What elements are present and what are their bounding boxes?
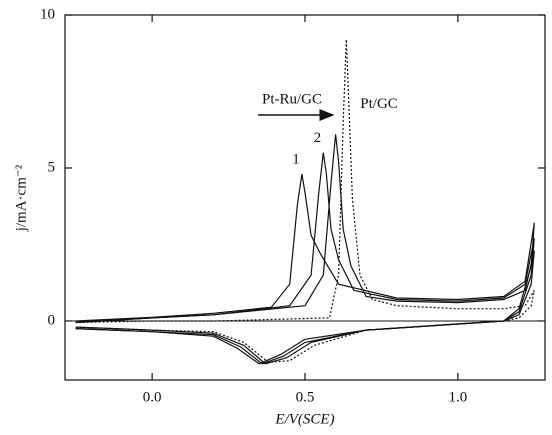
series-label: 2	[314, 130, 322, 146]
y-tick-label: 0	[48, 312, 56, 328]
cv-curve	[75, 39, 535, 363]
series-label: Pt/GC	[360, 96, 398, 112]
cv-curve	[75, 152, 535, 365]
x-axis-label: E/V(SCE)	[274, 411, 334, 427]
plot-frame	[64, 14, 546, 381]
y-tick-label: 10	[40, 6, 55, 22]
x-tick-label: 0.5	[296, 389, 315, 405]
x-tick-label: 0.0	[143, 389, 162, 405]
annotation: Pt-Ru/GC	[262, 91, 322, 107]
x-tick-label: 1.0	[448, 389, 467, 405]
y-tick-label: 5	[48, 159, 56, 175]
cv-curve	[75, 174, 535, 365]
cv-curve	[75, 134, 535, 365]
series-label: 1	[292, 152, 300, 168]
y-axis-label: j/mA·cm⁻²	[13, 164, 29, 232]
